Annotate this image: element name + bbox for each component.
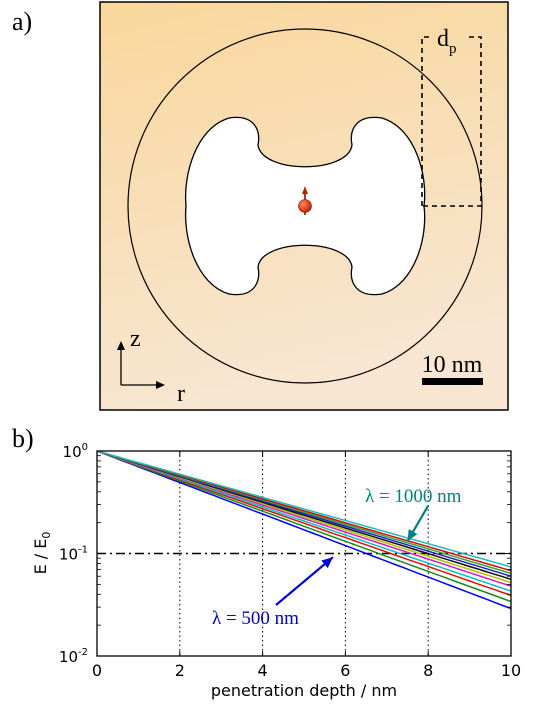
series-line-4 [97, 451, 511, 592]
axis-z-label: z [130, 326, 141, 352]
y-axis: 100 10-1 10-2 [59, 442, 511, 666]
annotation-arrowhead-2 [321, 557, 333, 569]
y-tick-label: 100 [63, 442, 88, 461]
outer-circle [127, 28, 483, 384]
x-tick-label: 6 [340, 661, 350, 680]
series-line-2 [97, 451, 511, 603]
series-line-11 [97, 451, 511, 568]
emitter-dot [298, 186, 312, 215]
x-tick-label: 2 [175, 661, 185, 680]
x-tick-label: 4 [258, 661, 268, 680]
x-tick-label: 8 [423, 661, 433, 680]
panel-a-label: a) [12, 7, 32, 36]
axis-r-label: r [177, 381, 185, 407]
annotations: λ = 1000 nm λ = 500 nm [212, 486, 462, 629]
scale-bar [422, 378, 483, 385]
annotation-arrowhead-1 [407, 529, 418, 542]
y-tick-label: 10-1 [59, 545, 88, 564]
annotation-arrow-2 [275, 556, 334, 606]
series-line-1 [97, 451, 511, 610]
annotation-label-2: λ = 500 nm [212, 608, 299, 629]
series-group [97, 451, 511, 610]
y-tick-label: 10-2 [59, 647, 88, 666]
x-tick-label: 0 [92, 661, 102, 680]
x-tick-label: 10 [501, 661, 521, 680]
y-axis-label: E / E0 [31, 532, 53, 575]
penetration-depth-label: dp [437, 26, 457, 57]
scale-bar-label: 10 nm [422, 352, 483, 378]
axis-indicator [117, 341, 165, 389]
panel-b-label: b) [12, 424, 34, 453]
x-axis-label: penetration depth / nm [211, 681, 397, 700]
annotation-label-1: λ = 1000 nm [365, 486, 462, 507]
x-axis: 0 2 4 6 8 10 [92, 451, 521, 680]
penetration-depth-marker [421, 36, 482, 207]
